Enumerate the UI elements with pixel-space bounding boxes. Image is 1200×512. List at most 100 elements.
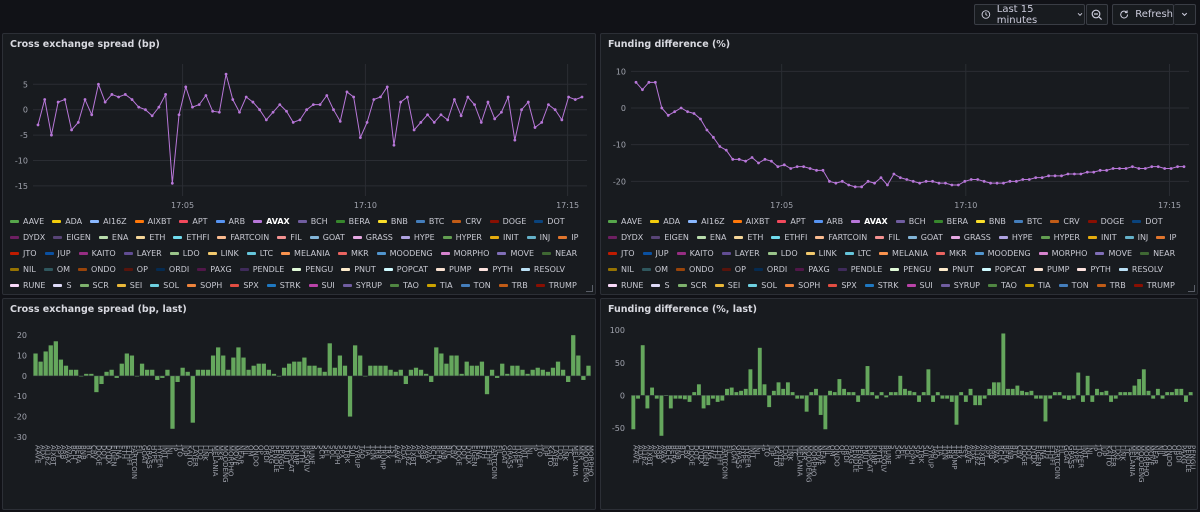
legend-item[interactable]: MELANIA <box>879 246 928 260</box>
legend-item[interactable]: OP <box>721 262 746 276</box>
legend-item[interactable]: BCH <box>297 214 328 228</box>
legend-item[interactable]: PENGU <box>292 262 333 276</box>
legend-item[interactable]: AVAX <box>851 214 888 228</box>
spread-line-chart[interactable]: 5 0 -5 -10 -15 17:05 17:10 17:15 <box>3 56 596 236</box>
legend-item[interactable]: ETHFI <box>771 230 807 244</box>
legend-item[interactable]: AVAX <box>253 214 290 228</box>
legend-item[interactable]: LAYER <box>123 246 162 260</box>
legend-item[interactable]: ONDO <box>78 262 116 276</box>
legend-item[interactable]: HYPER <box>1040 230 1080 244</box>
legend-item[interactable]: EIGEN <box>53 230 91 244</box>
legend-item[interactable]: CRV <box>452 214 482 228</box>
legend-item[interactable]: PNUT <box>341 262 376 276</box>
refresh-button[interactable]: Refresh <box>1112 4 1174 25</box>
legend-item[interactable]: DOT <box>534 214 565 228</box>
legend-item[interactable]: NEAR <box>1140 246 1175 260</box>
legend-item[interactable]: SYRUP <box>940 278 980 292</box>
legend-item[interactable]: EIGEN <box>651 230 689 244</box>
legend-item[interactable]: BERA <box>335 214 370 228</box>
legend-item[interactable]: TIA <box>1024 278 1051 292</box>
zoom-out-button[interactable] <box>1086 4 1108 25</box>
legend-item[interactable]: DOGE <box>489 214 526 228</box>
legend-item[interactable]: INIT <box>1087 230 1117 244</box>
legend-item[interactable]: TAO <box>390 278 419 292</box>
legend-item[interactable]: IP <box>558 230 578 244</box>
legend-item[interactable]: TRB <box>498 278 528 292</box>
legend-item[interactable]: TRUMP <box>1133 278 1175 292</box>
legend-item[interactable]: FIL <box>875 230 900 244</box>
legend-item[interactable]: SPX <box>230 278 259 292</box>
legend-item[interactable]: POPCAT <box>981 262 1026 276</box>
legend-item[interactable]: MOVE <box>1095 246 1132 260</box>
legend-item[interactable]: MOODENG <box>376 246 433 260</box>
legend-item[interactable]: SPX <box>828 278 857 292</box>
legend-item[interactable]: INJ <box>1124 230 1148 244</box>
panel-spread-timeseries[interactable]: Cross exchange spread (bp) 5 0 -5 -10 -15 17:… <box>2 33 596 295</box>
legend-item[interactable]: MKR <box>935 246 967 260</box>
legend-item[interactable]: OM <box>641 262 668 276</box>
legend-item[interactable]: OM <box>43 262 70 276</box>
legend-item[interactable]: LDO <box>767 246 798 260</box>
legend-item[interactable]: PAXG <box>197 262 232 276</box>
legend-item[interactable]: NIL <box>10 262 36 276</box>
legend-item[interactable]: BCH <box>895 214 926 228</box>
resize-handle[interactable] <box>1188 285 1195 292</box>
legend-item[interactable]: FARTCOIN <box>815 230 867 244</box>
time-range-picker[interactable]: Last 15 minutes <box>974 4 1085 26</box>
legend-item[interactable]: MELANIA <box>281 246 330 260</box>
legend-item[interactable]: PNUT <box>939 262 974 276</box>
legend-item[interactable]: AAVE <box>10 214 44 228</box>
legend-item[interactable]: TRUMP <box>535 278 577 292</box>
legend-item[interactable]: AAVE <box>608 214 642 228</box>
legend-item[interactable]: LINK <box>805 246 837 260</box>
legend-item[interactable]: KAITO <box>676 246 714 260</box>
legend-item[interactable]: GOAT <box>309 230 345 244</box>
legend-item[interactable]: BTC <box>415 214 444 228</box>
legend-item[interactable]: BNB <box>377 214 408 228</box>
legend-item[interactable]: SCR <box>677 278 707 292</box>
legend-item[interactable]: ORDI <box>753 262 787 276</box>
legend-item[interactable]: FARTCOIN <box>217 230 269 244</box>
panel-spread-bars[interactable]: Cross exchange spread (bp, last) 20 10 0 -1… <box>2 298 596 510</box>
legend-item[interactable]: LTC <box>246 246 273 260</box>
legend-item[interactable]: PYTH <box>479 262 513 276</box>
legend-item[interactable]: JUP <box>642 246 669 260</box>
legend-item[interactable]: TIA <box>426 278 453 292</box>
legend-item[interactable]: LAYER <box>721 246 760 260</box>
legend-item[interactable]: ARB <box>813 214 843 228</box>
legend-item[interactable]: PENDLE <box>837 262 882 276</box>
legend-item[interactable]: MORPHO <box>1038 246 1087 260</box>
legend-item[interactable]: SOPH <box>785 278 820 292</box>
legend-item[interactable]: PYTH <box>1077 262 1111 276</box>
legend-item[interactable]: APT <box>777 214 806 228</box>
resize-handle[interactable] <box>586 285 593 292</box>
legend-item[interactable]: DYDX <box>10 230 45 244</box>
legend-item[interactable]: ORDI <box>155 262 189 276</box>
legend-item[interactable]: PUMP <box>436 262 471 276</box>
legend-item[interactable]: DOT <box>1132 214 1163 228</box>
legend-item[interactable]: POPCAT <box>383 262 428 276</box>
panel-funding-timeseries[interactable]: Funding difference (%) 10 0 -10 -20 17:05 17:… <box>600 33 1198 295</box>
legend-item[interactable]: LDO <box>169 246 200 260</box>
legend-item[interactable]: RESOLV <box>520 262 565 276</box>
legend-item[interactable]: RESOLV <box>1118 262 1163 276</box>
legend-item[interactable]: DOGE <box>1087 214 1124 228</box>
legend-item[interactable]: SOL <box>748 278 777 292</box>
legend-item[interactable]: AI16Z <box>688 214 725 228</box>
legend-item[interactable]: ENA <box>98 230 128 244</box>
legend-item[interactable]: TRX <box>608 294 637 295</box>
legend-item[interactable]: DYDX <box>608 230 643 244</box>
legend-item[interactable]: ONDO <box>676 262 714 276</box>
refresh-interval-picker[interactable] <box>1174 4 1196 25</box>
legend-item[interactable]: FIL <box>277 230 302 244</box>
legend-item[interactable]: STRK <box>864 278 899 292</box>
funding-line-chart[interactable]: 10 0 -10 -20 17:05 17:10 17:15 <box>601 56 1198 236</box>
legend-item[interactable]: HYPE <box>400 230 435 244</box>
legend-item[interactable]: KAITO <box>78 246 116 260</box>
legend-item[interactable]: TST <box>645 294 673 295</box>
legend-item[interactable]: PAXG <box>795 262 830 276</box>
legend-item[interactable]: INIT <box>489 230 519 244</box>
legend-item[interactable]: BERA <box>933 214 968 228</box>
legend-item[interactable]: JTO <box>10 246 37 260</box>
legend-item[interactable]: BNB <box>975 214 1006 228</box>
